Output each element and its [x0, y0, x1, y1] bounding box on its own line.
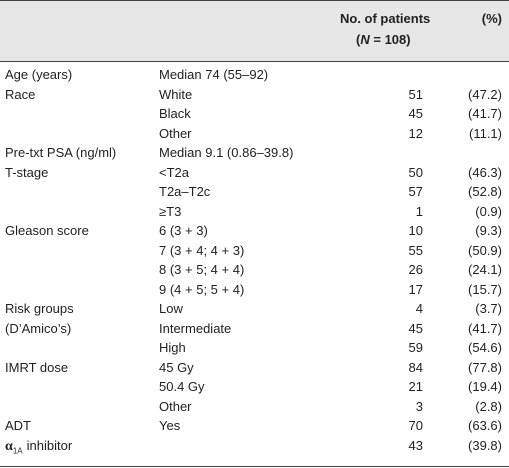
row-label: Pre-txt PSA (ng/ml) — [5, 145, 117, 160]
patient-count: 45 — [408, 320, 423, 336]
row-sublabel: 7 (3 + 4; 4 + 3) — [159, 242, 245, 258]
row-sublabel: T2a–T2c — [159, 184, 211, 199]
patient-count: 50 — [408, 164, 423, 180]
patient-count: 55 — [408, 242, 423, 258]
percentage: (0.9) — [475, 203, 502, 219]
percentage: (19.4) — [468, 379, 502, 394]
patient-count: 51 — [408, 86, 423, 102]
percentage: (63.6) — [468, 418, 502, 433]
row-sublabel: Other — [159, 398, 192, 414]
table-header: No. of patients (N = 108) (%) — [0, 0, 509, 62]
row-sublabel: 9 (4 + 5; 5 + 4) — [159, 281, 245, 297]
row-sublabel: High — [159, 340, 186, 355]
percentage: (41.7) — [468, 320, 502, 336]
row-sublabel: Median 74 (55–92) — [159, 67, 269, 82]
percentage: (52.8) — [468, 184, 502, 199]
percentage: (24.1) — [468, 262, 502, 277]
header-percent: (%) — [481, 11, 502, 26]
patient-count: 21 — [408, 379, 423, 394]
percentage: (47.2) — [468, 86, 502, 102]
percentage: (54.6) — [468, 340, 502, 355]
patient-count: 17 — [408, 281, 423, 297]
percentage: (9.3) — [475, 223, 502, 238]
percentage: (2.8) — [475, 398, 502, 414]
symbol: α — [5, 438, 13, 454]
percentage: (39.8) — [468, 437, 502, 453]
row-sublabel: Other — [159, 125, 192, 141]
percentage: (50.9) — [468, 242, 502, 258]
patient-count: 10 — [408, 223, 423, 238]
patient-count: 4 — [415, 301, 423, 316]
row-sublabel: 45 Gy — [159, 359, 194, 375]
patient-count: 84 — [408, 359, 423, 375]
row-label: IMRT dose — [5, 359, 69, 375]
row-label: Gleason score — [5, 223, 89, 238]
row-label: Risk groups — [5, 301, 74, 316]
header-patients: No. of patients — [340, 11, 431, 26]
patient-count: 59 — [408, 340, 423, 355]
patient-count: 3 — [415, 398, 423, 414]
row-sublabel: Median 9.1 (0.86–39.8) — [159, 145, 294, 160]
row-sublabel: <T2a — [159, 164, 189, 180]
row-sublabel: 8 (3 + 5; 4 + 4) — [159, 262, 245, 277]
percentage: (11.1) — [469, 125, 502, 141]
row-label: Race — [5, 86, 36, 102]
patient-count: 70 — [408, 418, 423, 433]
row-sublabel: Black — [159, 106, 191, 121]
row-sublabel: Yes — [159, 418, 181, 433]
subscript: 1A — [12, 446, 23, 456]
percentage: (15.7) — [468, 281, 502, 297]
row-label: Age (years) — [5, 67, 73, 82]
patient-count: 26 — [408, 262, 423, 277]
percentage: (46.3) — [468, 164, 502, 180]
row-label: (D’Amico’s) — [5, 320, 72, 336]
row-label: ADT — [5, 418, 31, 433]
patient-count: 43 — [408, 437, 423, 453]
patient-count: 12 — [408, 125, 423, 141]
row-label: α1A inhibitor — [5, 438, 72, 460]
label-text: inhibitor — [26, 437, 73, 453]
header-n: (N = 108) — [356, 32, 411, 47]
n-symbol: N — [360, 32, 370, 47]
patient-count: 57 — [408, 184, 423, 199]
percentage: (77.8) — [468, 359, 502, 375]
row-label: T-stage — [5, 164, 49, 180]
bottom-rule — [0, 466, 509, 467]
row-sublabel: 6 (3 + 3) — [159, 223, 208, 238]
patient-count: 45 — [408, 106, 423, 121]
row-sublabel: Intermediate — [159, 320, 232, 336]
row-sublabel: White — [159, 86, 193, 102]
percentage: (41.7) — [468, 106, 502, 121]
percentage: (3.7) — [475, 301, 502, 316]
patient-count: 1 — [415, 203, 423, 219]
n-value: = 108 — [373, 32, 407, 47]
row-sublabel: ≥T3 — [159, 203, 182, 219]
row-sublabel: 50.4 Gy — [159, 379, 205, 394]
row-sublabel: Low — [159, 301, 183, 316]
